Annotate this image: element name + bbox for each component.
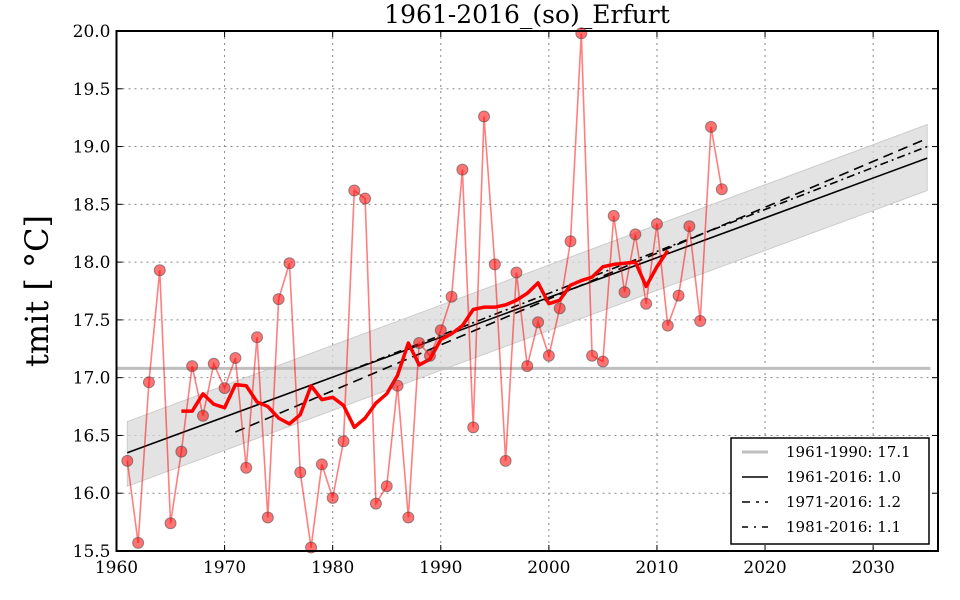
data-point xyxy=(640,297,653,310)
y-tick-label: 18.0 xyxy=(73,253,111,273)
data-point xyxy=(380,480,393,493)
plot-frame xyxy=(115,30,939,552)
y-axis-label: tmit [ °C] xyxy=(18,215,56,367)
y-tick-label: 19.0 xyxy=(73,138,111,158)
series-layer xyxy=(121,27,728,554)
y-tick-label: 18.5 xyxy=(73,195,111,215)
data-point xyxy=(423,349,436,362)
data-point xyxy=(283,257,296,270)
data-point xyxy=(229,352,242,365)
y-tick-label: 20.0 xyxy=(73,22,111,42)
trend-line-dashed xyxy=(235,137,928,433)
data-point xyxy=(499,454,512,467)
data-point xyxy=(359,192,372,205)
data-point xyxy=(164,517,177,530)
chart-title: 1961-2016_(so)_Erfurt xyxy=(384,0,670,29)
data-point xyxy=(488,258,501,271)
x-tick-label: 2010 xyxy=(635,558,678,578)
data-point xyxy=(132,536,145,549)
data-point xyxy=(315,458,328,471)
data-point xyxy=(618,286,631,299)
axes xyxy=(115,30,939,552)
x-tick-label: 1980 xyxy=(311,558,354,578)
trend-line-solid xyxy=(127,157,928,454)
data-point xyxy=(629,228,642,241)
data-point xyxy=(694,315,707,328)
trend-line-dashdot xyxy=(343,145,928,374)
data-point xyxy=(196,409,209,422)
data-point xyxy=(121,454,134,467)
data-point xyxy=(575,27,588,40)
moving-average-line xyxy=(181,249,670,430)
data-point xyxy=(553,302,566,315)
data-point xyxy=(467,421,480,434)
data-point xyxy=(326,491,339,504)
data-point xyxy=(705,120,718,133)
data-point xyxy=(532,316,545,329)
data-point xyxy=(402,511,415,524)
y-tick-label: 16.5 xyxy=(73,426,111,446)
tick-labels: 1960 1970 1980 1990 2000 2010 2020 2030 15.5 16.0… xyxy=(73,22,895,578)
data-point xyxy=(261,511,274,524)
data-point xyxy=(510,266,523,279)
data-point xyxy=(348,184,361,197)
data-point xyxy=(251,331,264,344)
legend-label: 1981-2016: 1.1 xyxy=(786,518,901,536)
data-point xyxy=(294,466,307,479)
data-point xyxy=(337,435,350,448)
data-point xyxy=(369,497,382,510)
legend-label: 1961-2016: 1.0 xyxy=(786,468,901,486)
data-point xyxy=(142,376,155,389)
data-point xyxy=(596,355,609,368)
data-point xyxy=(207,357,220,370)
data-point xyxy=(456,163,469,176)
data-point xyxy=(672,289,685,302)
data-point xyxy=(650,217,663,230)
data-point xyxy=(445,290,458,303)
data-point xyxy=(661,319,674,332)
data-point xyxy=(153,264,166,277)
data-point xyxy=(715,183,728,196)
x-tick-label: 1990 xyxy=(419,558,462,578)
data-point xyxy=(521,360,534,373)
x-tick-label: 2030 xyxy=(852,558,895,578)
data-point xyxy=(413,337,426,349)
data-point xyxy=(391,379,404,392)
data-point xyxy=(607,209,620,222)
x-tick-label: 2000 xyxy=(527,558,570,578)
data-point xyxy=(240,461,253,474)
x-tick-label: 1960 xyxy=(95,558,138,578)
legend-label: 1961-1990: 17.1 xyxy=(786,443,911,461)
data-point xyxy=(542,349,555,362)
data-point xyxy=(186,360,199,373)
y-tick-label: 15.5 xyxy=(73,542,111,562)
legend: 1961-1990: 17.1 1961-2016: 1.0 1971-2016: … xyxy=(730,437,930,545)
x-tick-label: 1970 xyxy=(203,558,246,578)
legend-label: 1971-2016: 1.2 xyxy=(786,493,901,511)
y-tick-label: 19.5 xyxy=(73,80,111,100)
data-point xyxy=(434,324,447,337)
data-point xyxy=(478,110,491,123)
y-tick-label: 16.0 xyxy=(73,484,111,504)
data-point xyxy=(272,293,285,306)
data-point xyxy=(683,220,696,233)
data-point xyxy=(564,235,577,248)
x-tick-label: 2020 xyxy=(743,558,786,578)
data-point xyxy=(218,382,231,395)
data-point xyxy=(586,349,599,362)
y-tick-label: 17.5 xyxy=(73,311,111,331)
data-point xyxy=(175,445,188,458)
y-tick-label: 17.0 xyxy=(73,369,111,389)
